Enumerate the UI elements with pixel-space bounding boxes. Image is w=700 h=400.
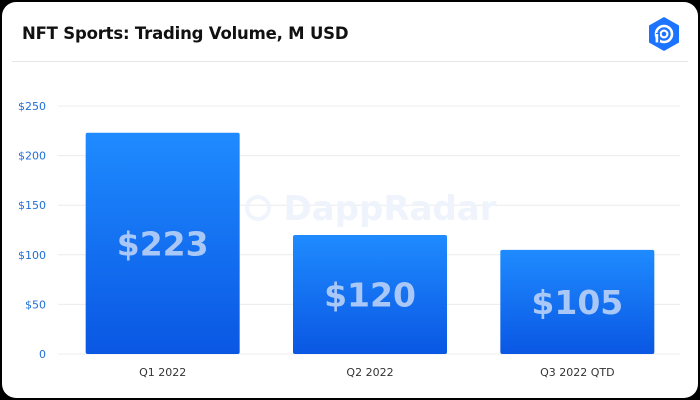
y-tick-label: $100 [18,249,46,262]
y-tick-label: $250 [18,100,46,113]
x-tick-label: Q1 2022 [139,366,186,379]
y-tick-label: $200 [18,150,46,163]
watermark: DappRadar [283,189,496,229]
dappradar-logo-icon [649,17,679,51]
bar [500,249,655,354]
bar-data-label: $120 [324,275,416,314]
y-tick-label: 0 [39,348,46,361]
header-divider [12,61,688,62]
x-tick-label: Q3 2022 QTD [540,366,615,379]
x-tick-label: Q2 2022 [346,366,393,379]
bar [293,234,447,354]
watermark-mark [245,195,271,221]
bar-data-label: $223 [117,224,209,263]
y-tick-label: $150 [18,199,46,212]
chart-title: NFT Sports: Trading Volume, M USD [22,24,349,43]
bar [85,132,240,354]
y-tick-label: $50 [25,298,46,311]
bar-data-label: $105 [531,283,623,322]
